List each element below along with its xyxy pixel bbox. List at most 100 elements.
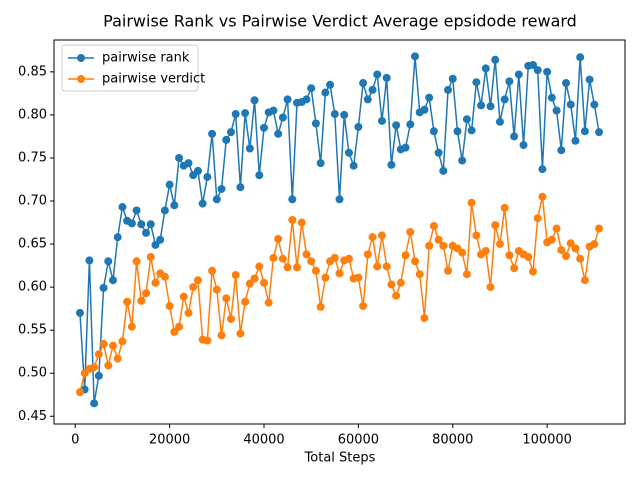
marker	[505, 77, 514, 86]
marker	[401, 251, 410, 260]
marker	[184, 159, 193, 168]
y-tick-label: 0.60	[18, 280, 47, 295]
marker	[477, 101, 486, 110]
marker	[585, 75, 594, 84]
marker	[467, 126, 476, 135]
marker	[75, 388, 84, 397]
marker	[212, 195, 221, 204]
marker	[411, 52, 420, 61]
marker	[104, 361, 113, 370]
y-tick-label: 0.70	[18, 194, 47, 209]
marker	[236, 183, 245, 192]
marker	[137, 220, 146, 229]
series	[75, 192, 604, 397]
marker	[415, 270, 424, 279]
marker	[382, 262, 391, 271]
marker	[500, 95, 509, 104]
marker	[481, 246, 490, 255]
marker	[552, 106, 561, 115]
marker	[359, 302, 368, 311]
marker	[259, 278, 268, 287]
plot-frame	[53, 39, 626, 425]
marker	[269, 106, 278, 115]
marker	[439, 166, 448, 175]
marker	[547, 235, 556, 244]
marker	[118, 203, 127, 212]
x-tick-label: 100000	[522, 433, 572, 448]
marker	[562, 79, 571, 88]
legend-marker	[77, 75, 85, 83]
marker	[562, 252, 571, 261]
marker	[481, 64, 490, 73]
marker	[203, 336, 212, 345]
marker	[189, 283, 198, 292]
marker	[439, 241, 448, 250]
marker	[462, 115, 471, 124]
marker	[203, 172, 212, 181]
marker	[156, 235, 165, 244]
marker	[458, 248, 467, 257]
marker	[85, 256, 94, 265]
marker	[595, 224, 604, 233]
marker	[208, 266, 217, 275]
marker	[90, 399, 99, 408]
marker	[283, 95, 292, 104]
marker	[363, 95, 372, 104]
marker	[453, 127, 462, 136]
marker	[566, 100, 575, 109]
marker	[472, 78, 481, 87]
marker	[528, 60, 537, 69]
series	[75, 52, 604, 408]
marker	[137, 296, 146, 305]
marker	[316, 159, 325, 168]
marker	[495, 240, 504, 249]
marker	[472, 231, 481, 240]
marker	[165, 302, 174, 311]
marker	[184, 308, 193, 317]
x-tick-label: 0	[71, 433, 79, 448]
marker	[160, 206, 169, 215]
marker	[142, 228, 151, 237]
marker	[580, 127, 589, 136]
marker	[170, 201, 179, 210]
marker	[193, 166, 202, 175]
marker	[382, 73, 391, 82]
marker	[241, 297, 250, 306]
marker	[373, 70, 382, 79]
marker	[590, 100, 599, 109]
marker	[462, 270, 471, 279]
marker	[241, 109, 250, 118]
marker	[377, 231, 386, 240]
marker	[118, 337, 127, 346]
y-tick-label: 0.50	[18, 366, 47, 381]
x-tick-label: 60000	[338, 433, 379, 448]
marker	[288, 215, 297, 224]
marker	[392, 121, 401, 130]
marker	[533, 214, 542, 223]
marker	[335, 269, 344, 278]
marker	[330, 253, 339, 262]
marker	[425, 93, 434, 102]
marker	[179, 292, 188, 301]
marker	[444, 266, 453, 275]
x-tick-label: 80000	[432, 433, 473, 448]
marker	[151, 278, 160, 287]
marker	[349, 161, 358, 170]
x-tick-label: 40000	[243, 433, 284, 448]
marker	[250, 274, 259, 283]
marker	[108, 341, 117, 350]
marker	[420, 105, 429, 114]
marker	[401, 143, 410, 152]
marker	[514, 70, 523, 79]
marker	[132, 206, 141, 215]
marker	[297, 218, 306, 227]
marker	[505, 251, 514, 260]
marker	[217, 331, 226, 340]
marker	[259, 123, 268, 132]
marker	[94, 350, 103, 359]
legend-marker	[77, 54, 85, 62]
marker	[458, 156, 467, 165]
marker	[557, 146, 566, 155]
marker	[429, 127, 438, 136]
marker	[510, 132, 519, 141]
